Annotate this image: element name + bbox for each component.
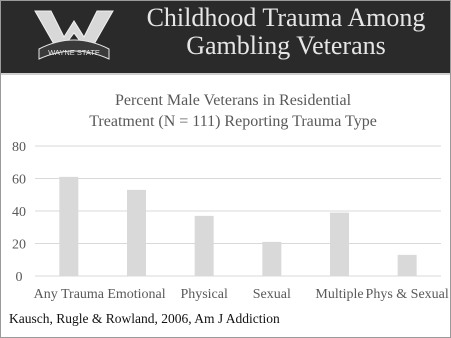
bar-5 <box>397 254 417 276</box>
x-tick-label: Sexual <box>253 287 291 302</box>
bar-4 <box>330 212 349 276</box>
wayne-state-logo-icon: WAYNE STATE <box>34 10 114 60</box>
x-tick-label: Multiple <box>315 287 363 302</box>
bar-2 <box>194 215 214 276</box>
chart-title-line-2: Treatment (N = 111) Reporting Trauma Typ… <box>89 113 377 130</box>
bar-0 <box>59 176 79 276</box>
bar-chart: Percent Male Veterans in Residential Trea… <box>12 92 449 302</box>
slide-title: Childhood Trauma Among Gambling Veterans <box>121 3 450 60</box>
x-tick-label: Emotional <box>107 287 165 302</box>
logo-text: WAYNE STATE <box>48 48 100 57</box>
slide-title-line-1: Childhood Trauma Among <box>146 3 426 32</box>
citation: Kausch, Rugle & Rowland, 2006, Am J Addi… <box>9 311 280 326</box>
x-tick-label: Any Trauma <box>34 287 105 302</box>
bar-3 <box>262 241 282 276</box>
y-tick-label: 20 <box>12 238 26 253</box>
slide-title-line-2: Gambling Veterans <box>186 31 386 60</box>
slide-header: WAYNE STATE Childhood Trauma Among Gambl… <box>1 1 450 73</box>
x-tick-label: Phys & Sexual <box>366 287 449 302</box>
y-tick-label: 60 <box>12 173 26 188</box>
bar-1 <box>127 189 146 276</box>
chart-title-line-1: Percent Male Veterans in Residential <box>115 92 352 109</box>
x-tick-label: Physical <box>180 287 228 302</box>
y-tick-label: 0 <box>16 270 23 285</box>
header-divider <box>1 73 450 75</box>
y-tick-label: 40 <box>12 205 26 220</box>
chart-container: Percent Male Veterans in Residential Trea… <box>1 81 450 309</box>
y-tick-label: 80 <box>12 140 26 155</box>
